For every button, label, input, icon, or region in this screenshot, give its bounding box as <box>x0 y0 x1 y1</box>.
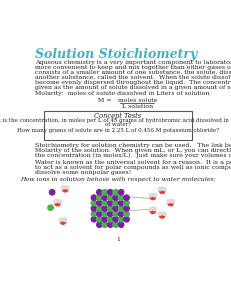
Text: Stoichiometry for solution chemistry can be used.   The link between volume and : Stoichiometry for solution chemistry can… <box>35 143 231 148</box>
Circle shape <box>108 211 113 217</box>
Circle shape <box>118 222 124 227</box>
Circle shape <box>153 207 157 211</box>
Circle shape <box>102 211 108 217</box>
Circle shape <box>124 200 129 206</box>
Circle shape <box>58 200 61 203</box>
Circle shape <box>108 190 113 195</box>
Circle shape <box>97 200 102 206</box>
Circle shape <box>149 194 152 197</box>
Circle shape <box>118 211 124 217</box>
Circle shape <box>159 213 165 218</box>
Circle shape <box>118 217 124 222</box>
Circle shape <box>113 217 119 222</box>
Circle shape <box>108 206 113 211</box>
Circle shape <box>149 207 152 211</box>
Circle shape <box>113 195 119 200</box>
Text: to act as a solvent for polar compounds as well as ionic compounds.  It even has: to act as a solvent for polar compounds … <box>35 165 231 170</box>
Circle shape <box>118 190 124 195</box>
Circle shape <box>91 206 97 211</box>
Circle shape <box>168 200 173 206</box>
Circle shape <box>163 212 166 215</box>
Text: L solution: L solution <box>122 104 153 109</box>
Circle shape <box>48 205 53 210</box>
Circle shape <box>158 212 162 215</box>
Circle shape <box>124 195 129 200</box>
Text: dissolve some nonpolar gases!: dissolve some nonpolar gases! <box>35 169 131 175</box>
Circle shape <box>113 200 119 206</box>
Circle shape <box>159 188 165 194</box>
Text: the concentration (in moles/L).  Just make sure your volumes cancel out!!  [conv: the concentration (in moles/L). Just mak… <box>35 153 231 158</box>
Circle shape <box>97 222 102 227</box>
Text: Molarity of the solution.  When given mL, or L, you can directly get moles by mu: Molarity of the solution. When given mL,… <box>35 148 231 153</box>
Circle shape <box>124 217 129 222</box>
Circle shape <box>102 190 108 195</box>
Text: Water is known as the universal solvent for a reason.  It is a polar molecule wh: Water is known as the universal solvent … <box>35 160 231 165</box>
Circle shape <box>102 200 108 206</box>
Text: become evenly dispersed throughout the liquid.  The concentration of a solution : become evenly dispersed throughout the l… <box>35 80 231 85</box>
Circle shape <box>91 211 97 217</box>
Text: moles solute: moles solute <box>118 98 157 104</box>
Circle shape <box>54 200 57 203</box>
Circle shape <box>124 206 129 211</box>
Circle shape <box>118 200 124 206</box>
Circle shape <box>97 206 102 211</box>
Circle shape <box>113 190 119 195</box>
Circle shape <box>97 195 102 200</box>
Text: 1: 1 <box>116 237 120 242</box>
Circle shape <box>150 208 156 214</box>
Circle shape <box>163 187 166 191</box>
Circle shape <box>113 211 119 217</box>
Circle shape <box>55 200 60 206</box>
Circle shape <box>102 217 108 222</box>
Text: M =: M = <box>98 98 114 104</box>
Circle shape <box>91 217 97 222</box>
Circle shape <box>60 219 66 224</box>
Circle shape <box>63 218 67 221</box>
Circle shape <box>63 187 68 192</box>
Circle shape <box>171 200 174 203</box>
Circle shape <box>118 195 124 200</box>
Circle shape <box>124 211 129 217</box>
FancyBboxPatch shape <box>44 111 192 140</box>
Circle shape <box>108 222 113 227</box>
Circle shape <box>167 200 170 203</box>
Circle shape <box>113 222 119 227</box>
Circle shape <box>113 206 119 211</box>
Text: consists of a smaller amount of one substance, the solute, dissolved in a larger: consists of a smaller amount of one subs… <box>35 70 231 75</box>
Text: given as the amount of solute dissolved in a given amount of solution.: given as the amount of solute dissolved … <box>35 85 231 90</box>
Circle shape <box>59 218 63 221</box>
Circle shape <box>102 195 108 200</box>
Circle shape <box>97 217 102 222</box>
Circle shape <box>158 187 162 191</box>
Circle shape <box>118 206 124 211</box>
Text: Concept Tests: Concept Tests <box>94 112 142 120</box>
Circle shape <box>150 194 156 200</box>
Circle shape <box>91 200 97 206</box>
Circle shape <box>108 200 113 206</box>
Text: more convenient to keep and mix together than either gases or solids.  A typical: more convenient to keep and mix together… <box>35 65 231 70</box>
Text: How many grams of solute are in 2.25 L of 0.456 M potassium chloride?: How many grams of solute are in 2.25 L o… <box>17 128 219 133</box>
Circle shape <box>97 211 102 217</box>
Circle shape <box>153 194 157 197</box>
Text: Aqueous chemistry is a very important component to laboratory activity.  Liquid : Aqueous chemistry is a very important co… <box>35 60 231 65</box>
Circle shape <box>108 195 113 200</box>
Circle shape <box>108 217 113 222</box>
Text: of water?: of water? <box>105 122 131 127</box>
Text: another substance, called the solvent.  When the solute dissolves in the solvent: another substance, called the solvent. W… <box>35 75 231 80</box>
Text: What is the concentration, in moles per L of 45 grams of hydrobromic acid dissol: What is the concentration, in moles per … <box>0 118 231 123</box>
Circle shape <box>66 186 69 189</box>
Text: Molarity:  moles of solute dissolved in Liters of solution: Molarity: moles of solute dissolved in L… <box>35 92 210 96</box>
Text: Solution Stoichiometry: Solution Stoichiometry <box>35 47 197 61</box>
Text: How ions in solution behave with respect to water molecules:: How ions in solution behave with respect… <box>20 177 216 182</box>
Circle shape <box>102 206 108 211</box>
Circle shape <box>102 222 108 227</box>
Circle shape <box>49 190 55 195</box>
Circle shape <box>97 190 102 195</box>
Circle shape <box>62 186 65 189</box>
Circle shape <box>91 195 97 200</box>
